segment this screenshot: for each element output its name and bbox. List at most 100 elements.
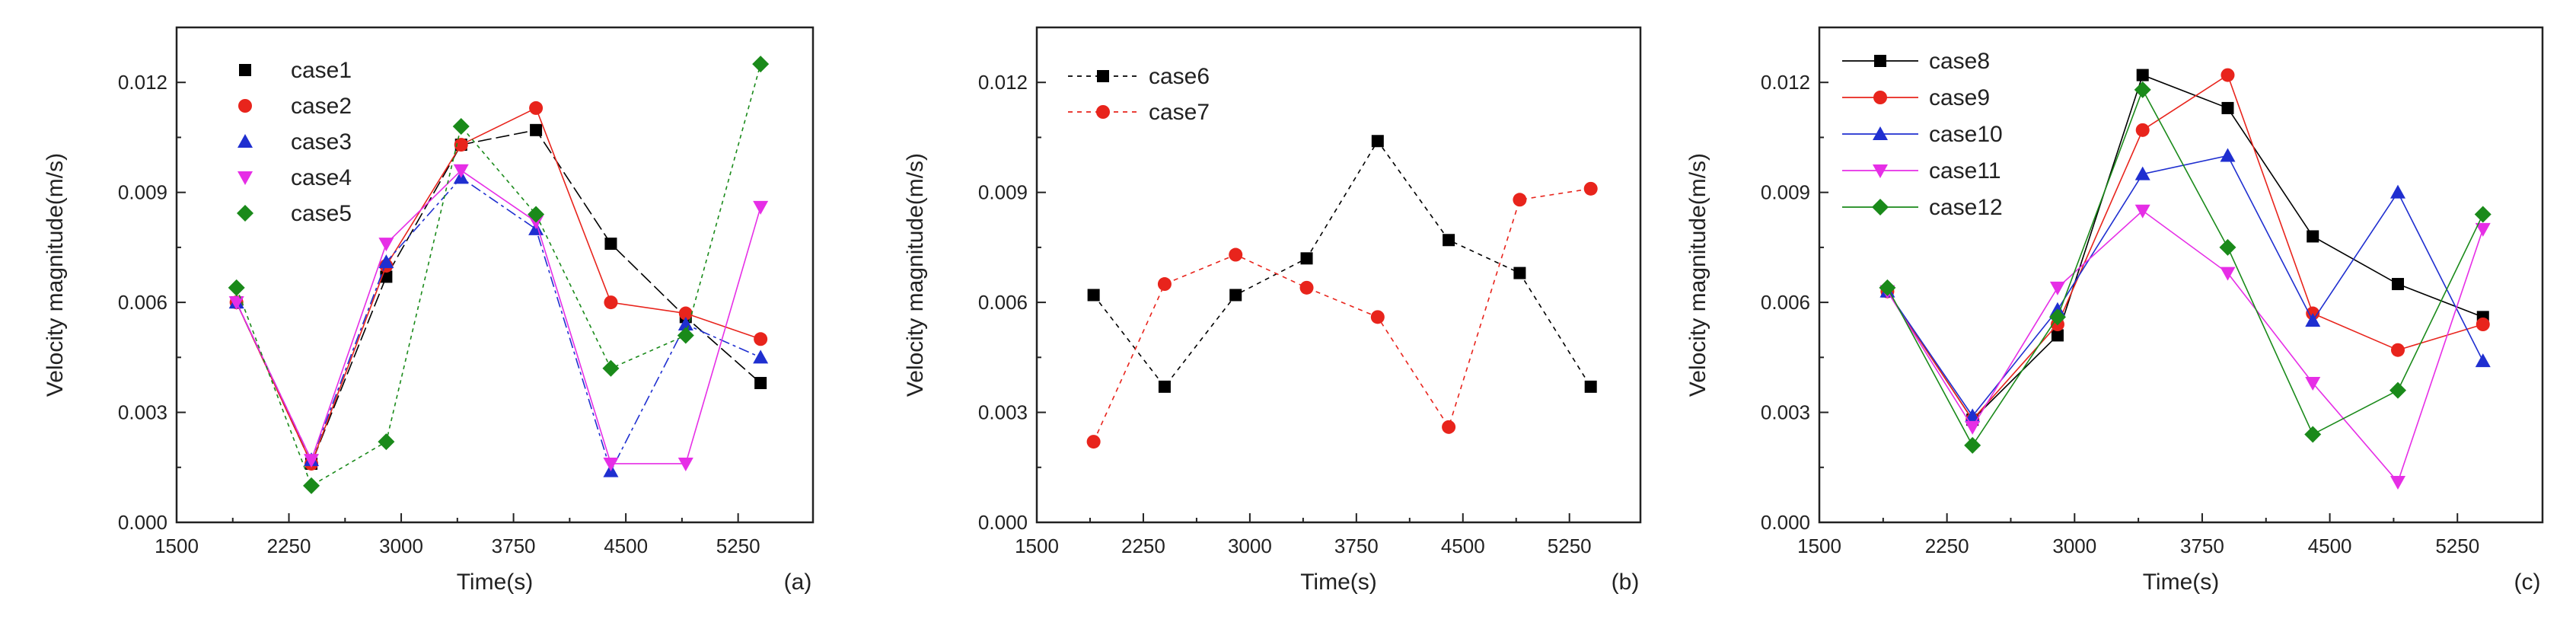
data-point <box>677 317 693 330</box>
data-point <box>2390 476 2405 490</box>
x-tick-label: 3000 <box>1228 535 1272 557</box>
data-point <box>378 433 395 451</box>
data-point <box>1370 310 1385 324</box>
series-case5 <box>228 56 770 494</box>
data-point <box>602 359 620 377</box>
data-point <box>2474 206 2492 223</box>
data-point <box>754 377 767 390</box>
y-tick-label: 0.009 <box>1761 181 1810 204</box>
data-point <box>1158 380 1171 393</box>
data-point <box>2048 308 2066 326</box>
data-point <box>529 101 544 115</box>
y-tick-label: 0.000 <box>978 511 1028 534</box>
data-point <box>228 279 245 296</box>
legend-item-case10: case10 <box>1842 122 2003 147</box>
legend-item-case2: case2 <box>238 94 352 119</box>
data-point <box>1965 408 1981 423</box>
x-tick-label: 3750 <box>1334 535 1379 557</box>
data-point <box>1964 436 1981 454</box>
data-point <box>2390 184 2405 199</box>
data-point <box>2134 81 2151 98</box>
data-point <box>1229 289 1242 302</box>
data-point <box>603 457 619 471</box>
legend-label: case5 <box>291 201 352 226</box>
data-point <box>453 164 469 178</box>
data-point <box>2392 278 2404 291</box>
x-axis-label: Time(s) <box>2143 570 2220 595</box>
data-point <box>1087 289 1100 302</box>
data-point <box>452 118 470 135</box>
series-line <box>235 129 761 465</box>
data-point <box>228 296 244 311</box>
data-point <box>2134 204 2150 219</box>
data-point <box>2475 222 2491 237</box>
data-point <box>2476 318 2490 331</box>
data-point <box>304 454 320 468</box>
series-line <box>1886 209 2484 484</box>
data-point <box>754 332 768 346</box>
x-tick-label: 3000 <box>2052 535 2096 557</box>
data-point <box>677 457 693 471</box>
legend-marker <box>1873 91 1887 104</box>
data-point <box>2475 353 2491 368</box>
legend-label: case9 <box>1929 85 1990 110</box>
series-line <box>235 169 761 464</box>
x-tick-label: 5250 <box>716 535 760 557</box>
series-case12 <box>1879 81 2492 454</box>
legend-item-case7: case7 <box>1068 100 1210 125</box>
data-point <box>528 206 545 223</box>
x-axis-label: Time(s) <box>1300 570 1377 595</box>
data-point <box>2221 101 2234 114</box>
data-point <box>2389 381 2406 399</box>
legend-marker <box>239 64 251 76</box>
data-point <box>2134 166 2150 180</box>
data-point <box>1442 420 1456 434</box>
y-tick-label: 0.006 <box>978 291 1028 314</box>
x-tick-label: 4500 <box>1441 535 1485 557</box>
x-tick-label: 4500 <box>604 535 648 557</box>
legend-marker <box>237 205 253 222</box>
legend-item-case1: case1 <box>239 58 352 83</box>
data-point <box>2220 267 2236 281</box>
legend-label: case6 <box>1149 64 1210 89</box>
data-point <box>1229 247 1243 262</box>
legend-label: case7 <box>1149 100 1210 125</box>
y-tick-label: 0.009 <box>118 181 167 204</box>
data-point <box>1157 277 1172 292</box>
legend-label: case3 <box>291 129 352 155</box>
data-point <box>2135 123 2150 137</box>
y-tick-label: 0.003 <box>978 401 1028 424</box>
y-tick-label: 0.006 <box>118 291 167 314</box>
data-point <box>677 327 694 344</box>
chart-panel-3: 1500 2250 3000 3750 4500 5250 0.000 0.003 0.006 0… <box>1685 26 2544 595</box>
legend-label: case11 <box>1929 158 2001 184</box>
legend-marker <box>1097 70 1109 82</box>
legend-item-case3: case3 <box>238 129 352 155</box>
y-axis-label: Velocity magnitude(m/s) <box>43 153 68 397</box>
legend-marker <box>238 171 253 185</box>
data-point <box>678 306 693 321</box>
series-line <box>235 107 761 466</box>
legend-item-case6: case6 <box>1068 64 1210 89</box>
data-point <box>2304 426 2322 443</box>
x-tick-label: 1500 <box>155 535 199 557</box>
data-point <box>2136 69 2149 81</box>
series-line <box>1886 74 2484 421</box>
legend-item-case9: case9 <box>1842 85 1990 110</box>
legend-marker <box>1873 164 1888 178</box>
legend-item-case4: case4 <box>238 165 352 190</box>
legend-marker <box>1872 199 1889 215</box>
data-point <box>1879 279 1896 296</box>
legend-label: case10 <box>1929 122 2003 147</box>
data-point <box>2049 281 2065 295</box>
series-line <box>1886 88 2484 447</box>
data-point <box>753 200 769 215</box>
data-point <box>1086 435 1101 449</box>
x-tick-label: 5250 <box>2435 535 2479 557</box>
legend-label: case1 <box>291 58 352 83</box>
series-case7 <box>1086 181 1598 449</box>
x-tick-label: 4500 <box>2308 535 2352 557</box>
plot-frame <box>175 26 815 524</box>
data-point <box>2305 313 2321 327</box>
